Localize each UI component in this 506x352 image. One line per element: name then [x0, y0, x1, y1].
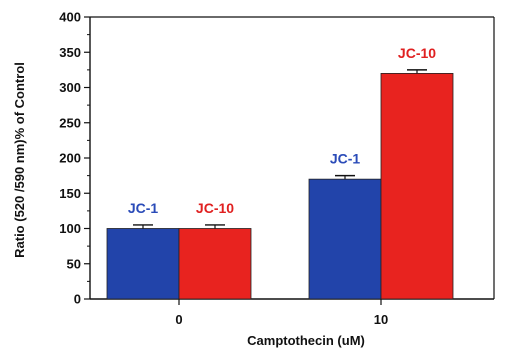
y-tick-label: 300: [59, 80, 81, 95]
x-tick-label: 10: [374, 312, 388, 327]
y-tick-label: 50: [67, 256, 81, 271]
y-tick-label: 250: [59, 115, 81, 130]
x-axis-title: Camptothecin (uM): [247, 333, 365, 348]
bar: [178, 228, 252, 300]
y-axis: 0 50 100 150 200 250 300 350 400: [59, 10, 495, 307]
bar-label: JC-10: [398, 45, 436, 61]
bars: [106, 69, 454, 300]
y-tick-label: 200: [59, 151, 81, 166]
y-tick-label: 0: [74, 292, 81, 307]
bar: [308, 178, 382, 300]
bar: [106, 228, 180, 300]
y-tick-label: 150: [59, 186, 81, 201]
x-tick-label: 0: [175, 312, 182, 327]
bar-label: JC-1: [330, 151, 361, 167]
y-tick-label: 100: [59, 221, 81, 236]
y-tick-label: 400: [59, 10, 81, 25]
y-axis-title: Ratio (520 /590 nm)% of Control: [12, 62, 27, 258]
bar: [380, 73, 454, 300]
bar-labels: JC-1 JC-10 JC-1 JC-10: [128, 45, 436, 216]
bar-label: JC-1: [128, 200, 159, 216]
bar-label: JC-10: [196, 200, 234, 216]
y-tick-label: 350: [59, 45, 81, 60]
x-axis: 0 10: [90, 298, 494, 327]
